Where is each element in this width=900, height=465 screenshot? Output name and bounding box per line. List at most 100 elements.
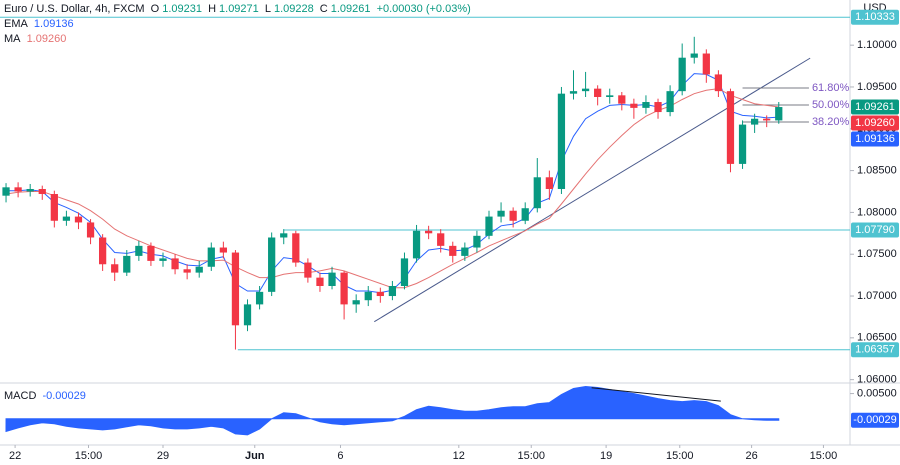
macd-label: -0.00029 xyxy=(853,414,896,426)
candle-body xyxy=(485,216,493,236)
candle-body xyxy=(678,57,686,92)
indicator-value: 1.09136 xyxy=(33,18,74,30)
candle-body xyxy=(642,102,650,108)
macd-y-tick-label: 0.00500 xyxy=(857,387,897,399)
x-tick-label: 6 xyxy=(337,450,343,462)
candle-body xyxy=(207,247,215,267)
y-tick-label: 1.10000 xyxy=(857,39,897,51)
level-label: 1.07790 xyxy=(855,224,895,236)
candle-body xyxy=(195,266,203,273)
candle-body xyxy=(702,53,710,75)
y-tick-label: 1.07000 xyxy=(857,290,897,302)
level-label-box xyxy=(851,342,899,358)
level-label: 1.06357 xyxy=(855,344,895,356)
candle-body xyxy=(775,107,783,121)
candle-body xyxy=(726,91,735,164)
indicator-line xyxy=(5,88,779,289)
x-tick-label: 26 xyxy=(745,450,757,462)
candle-body xyxy=(618,95,626,104)
candle-body xyxy=(557,93,566,189)
ema-legend: EMA 1.09136 xyxy=(4,18,77,30)
candle-body xyxy=(630,103,638,108)
fib-label: 61.80% xyxy=(812,82,850,94)
candle-body xyxy=(690,53,698,58)
title: Euro / U.S. Dollar, 4h, FXCM xyxy=(4,3,145,15)
candle-body xyxy=(497,210,505,217)
level-label-box xyxy=(851,222,899,238)
legend-key: H xyxy=(208,3,217,15)
level-label-box xyxy=(851,9,899,25)
macd-divergence xyxy=(591,387,721,402)
price-label: 1.09261 xyxy=(855,101,895,113)
candle-body xyxy=(243,304,252,326)
candle-body xyxy=(99,237,107,265)
y-tick-label: 1.08000 xyxy=(857,206,897,218)
candle-body xyxy=(461,247,469,256)
candle-body xyxy=(425,230,433,234)
indicator-value: -0.00029 xyxy=(42,390,86,402)
y-tick-label: 1.08500 xyxy=(857,165,897,177)
x-tick-label: 22 xyxy=(9,450,21,462)
candle-body xyxy=(14,187,22,192)
candle-body xyxy=(255,291,264,305)
indicator-name: MA xyxy=(4,33,21,45)
y-tick-label: 1.06500 xyxy=(857,332,897,344)
candle-body xyxy=(521,208,529,221)
level-label: 1.10333 xyxy=(855,11,895,23)
candle-body xyxy=(171,258,179,270)
x-tick-label: 15:00 xyxy=(810,450,838,462)
candle-body xyxy=(412,230,421,259)
candle-body xyxy=(376,291,384,297)
indicator-name: EMA xyxy=(4,18,28,30)
candle-body xyxy=(280,233,288,238)
candle-body xyxy=(26,188,34,192)
candle-body xyxy=(316,277,324,286)
legend-key: O xyxy=(150,3,160,15)
candle-body xyxy=(449,245,457,256)
candle-body xyxy=(135,245,143,256)
price-label-box xyxy=(851,115,899,131)
candle-body xyxy=(231,252,240,326)
indicator-line xyxy=(6,73,779,294)
candle-body xyxy=(50,194,58,221)
legend-value: 1.09231 xyxy=(162,3,202,15)
candle-body xyxy=(219,247,227,253)
price-label: 1.09136 xyxy=(855,133,895,145)
legend-value: 1.09271 xyxy=(219,3,259,15)
candle-body xyxy=(400,258,409,286)
macd-label-box xyxy=(851,412,899,428)
indicator-name: MACD xyxy=(4,390,37,402)
candle-body xyxy=(74,216,83,223)
x-tick-label: 15:00 xyxy=(666,450,694,462)
candle-body xyxy=(328,272,336,286)
candle-body xyxy=(738,124,747,164)
x-tick-label: 15:00 xyxy=(75,450,103,462)
fib-label: 50.00% xyxy=(812,99,850,111)
candle-body xyxy=(340,272,348,305)
macd-area xyxy=(5,385,780,436)
candle-body xyxy=(111,264,119,273)
candle-body xyxy=(38,188,46,195)
x-tick-label: 12 xyxy=(453,450,465,462)
candle-body xyxy=(666,91,674,113)
indicator-value: 1.09260 xyxy=(26,33,67,45)
candle-body xyxy=(62,216,71,221)
x-tick-label: Jun xyxy=(245,450,265,462)
candle-body xyxy=(268,237,276,292)
candle-body xyxy=(292,233,300,263)
candle-body xyxy=(533,177,541,209)
candle-body xyxy=(304,262,312,278)
candle-body xyxy=(763,118,771,121)
price-label-box xyxy=(851,99,899,115)
candle-body xyxy=(606,95,614,98)
legend-key: L xyxy=(264,3,271,15)
candle-body xyxy=(545,177,553,189)
x-tick-label: 29 xyxy=(157,450,169,462)
candle-body xyxy=(569,91,578,94)
x-tick-label: 15:00 xyxy=(517,450,545,462)
fib-label: 38.20% xyxy=(812,116,850,128)
legend-key: C xyxy=(319,3,328,15)
